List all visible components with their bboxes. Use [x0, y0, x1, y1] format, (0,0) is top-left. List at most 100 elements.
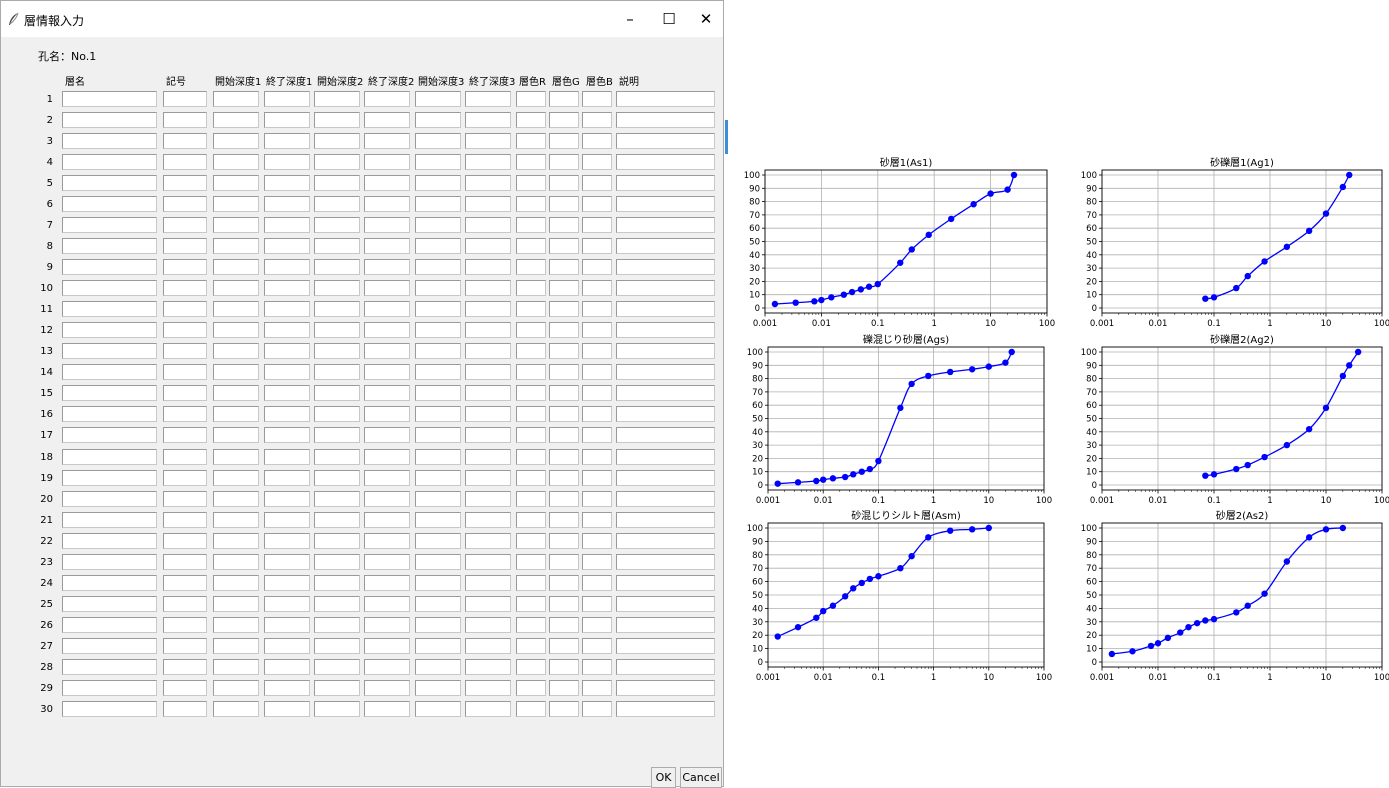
cell-color-r[interactable] — [516, 700, 546, 717]
cell-start-depth-1[interactable] — [213, 427, 259, 444]
cell-color-r[interactable] — [516, 406, 546, 423]
cell-start-depth-2[interactable] — [314, 448, 360, 465]
cell-end-depth-2[interactable] — [364, 658, 410, 675]
cell-end-depth-3[interactable] — [465, 700, 511, 717]
cell-description[interactable] — [616, 217, 715, 234]
cell-end-depth-1[interactable] — [264, 616, 310, 633]
cell-start-depth-2[interactable] — [314, 280, 360, 297]
cell-color-g[interactable] — [549, 175, 579, 192]
cell-layer-name[interactable] — [62, 406, 157, 423]
cell-color-r[interactable] — [516, 448, 546, 465]
cell-start-depth-1[interactable] — [213, 574, 259, 591]
close-button[interactable]: ✕ — [699, 10, 713, 28]
cell-color-b[interactable] — [582, 595, 612, 612]
cell-end-depth-1[interactable] — [264, 175, 310, 192]
cell-color-r[interactable] — [516, 679, 546, 696]
cell-color-b[interactable] — [582, 301, 612, 318]
cell-end-depth-3[interactable] — [465, 448, 511, 465]
cell-color-b[interactable] — [582, 280, 612, 297]
cell-description[interactable] — [616, 595, 715, 612]
cell-end-depth-1[interactable] — [264, 679, 310, 696]
cell-color-r[interactable] — [516, 595, 546, 612]
cell-start-depth-1[interactable] — [213, 259, 259, 276]
cell-start-depth-3[interactable] — [415, 406, 461, 423]
cell-end-depth-3[interactable] — [465, 637, 511, 654]
cell-symbol[interactable] — [163, 322, 207, 339]
cell-start-depth-2[interactable] — [314, 574, 360, 591]
cell-color-g[interactable] — [549, 679, 579, 696]
cell-end-depth-2[interactable] — [364, 532, 410, 549]
cell-end-depth-1[interactable] — [264, 112, 310, 129]
cell-end-depth-3[interactable] — [465, 322, 511, 339]
cell-description[interactable] — [616, 322, 715, 339]
cell-start-depth-2[interactable] — [314, 469, 360, 486]
cell-color-g[interactable] — [549, 196, 579, 213]
cell-end-depth-1[interactable] — [264, 490, 310, 507]
cell-end-depth-3[interactable] — [465, 343, 511, 360]
cell-description[interactable] — [616, 259, 715, 276]
cell-end-depth-2[interactable] — [364, 217, 410, 234]
cell-symbol[interactable] — [163, 700, 207, 717]
cell-color-b[interactable] — [582, 196, 612, 213]
cell-end-depth-3[interactable] — [465, 259, 511, 276]
cell-end-depth-2[interactable] — [364, 448, 410, 465]
cell-end-depth-1[interactable] — [264, 448, 310, 465]
cell-start-depth-3[interactable] — [415, 679, 461, 696]
cell-end-depth-1[interactable] — [264, 469, 310, 486]
cell-description[interactable] — [616, 238, 715, 255]
cell-end-depth-1[interactable] — [264, 91, 310, 107]
cell-color-g[interactable] — [549, 280, 579, 297]
cell-color-b[interactable] — [582, 322, 612, 339]
cell-layer-name[interactable] — [62, 553, 157, 570]
cell-start-depth-3[interactable] — [415, 259, 461, 276]
cell-color-g[interactable] — [549, 427, 579, 444]
cell-start-depth-3[interactable] — [415, 490, 461, 507]
cell-end-depth-1[interactable] — [264, 595, 310, 612]
cell-layer-name[interactable] — [62, 154, 157, 171]
cell-end-depth-1[interactable] — [264, 574, 310, 591]
cell-start-depth-2[interactable] — [314, 679, 360, 696]
cell-end-depth-3[interactable] — [465, 175, 511, 192]
cell-start-depth-2[interactable] — [314, 700, 360, 717]
cell-start-depth-1[interactable] — [213, 595, 259, 612]
cell-start-depth-3[interactable] — [415, 196, 461, 213]
cell-start-depth-1[interactable] — [213, 133, 259, 150]
cell-end-depth-3[interactable] — [465, 112, 511, 129]
cell-layer-name[interactable] — [62, 511, 157, 528]
cell-description[interactable] — [616, 301, 715, 318]
cell-end-depth-3[interactable] — [465, 511, 511, 528]
cell-color-b[interactable] — [582, 91, 612, 107]
cell-color-b[interactable] — [582, 679, 612, 696]
cell-layer-name[interactable] — [62, 343, 157, 360]
cell-symbol[interactable] — [163, 595, 207, 612]
cell-end-depth-3[interactable] — [465, 406, 511, 423]
cell-start-depth-2[interactable] — [314, 112, 360, 129]
cell-color-g[interactable] — [549, 658, 579, 675]
cell-end-depth-1[interactable] — [264, 532, 310, 549]
cell-end-depth-3[interactable] — [465, 574, 511, 591]
cell-end-depth-1[interactable] — [264, 238, 310, 255]
cell-start-depth-1[interactable] — [213, 112, 259, 129]
cell-color-r[interactable] — [516, 385, 546, 402]
cell-start-depth-3[interactable] — [415, 154, 461, 171]
cell-description[interactable] — [616, 574, 715, 591]
cell-symbol[interactable] — [163, 385, 207, 402]
cell-color-b[interactable] — [582, 259, 612, 276]
cell-start-depth-1[interactable] — [213, 154, 259, 171]
cell-start-depth-3[interactable] — [415, 595, 461, 612]
cell-start-depth-3[interactable] — [415, 553, 461, 570]
cell-symbol[interactable] — [163, 301, 207, 318]
cell-start-depth-3[interactable] — [415, 637, 461, 654]
cell-start-depth-1[interactable] — [213, 364, 259, 381]
cell-start-depth-1[interactable] — [213, 385, 259, 402]
cell-color-g[interactable] — [549, 238, 579, 255]
cell-start-depth-2[interactable] — [314, 217, 360, 234]
cell-symbol[interactable] — [163, 406, 207, 423]
cell-end-depth-2[interactable] — [364, 406, 410, 423]
cell-description[interactable] — [616, 280, 715, 297]
cell-start-depth-1[interactable] — [213, 196, 259, 213]
cell-color-b[interactable] — [582, 490, 612, 507]
cell-color-r[interactable] — [516, 301, 546, 318]
cell-start-depth-2[interactable] — [314, 406, 360, 423]
cell-symbol[interactable] — [163, 658, 207, 675]
